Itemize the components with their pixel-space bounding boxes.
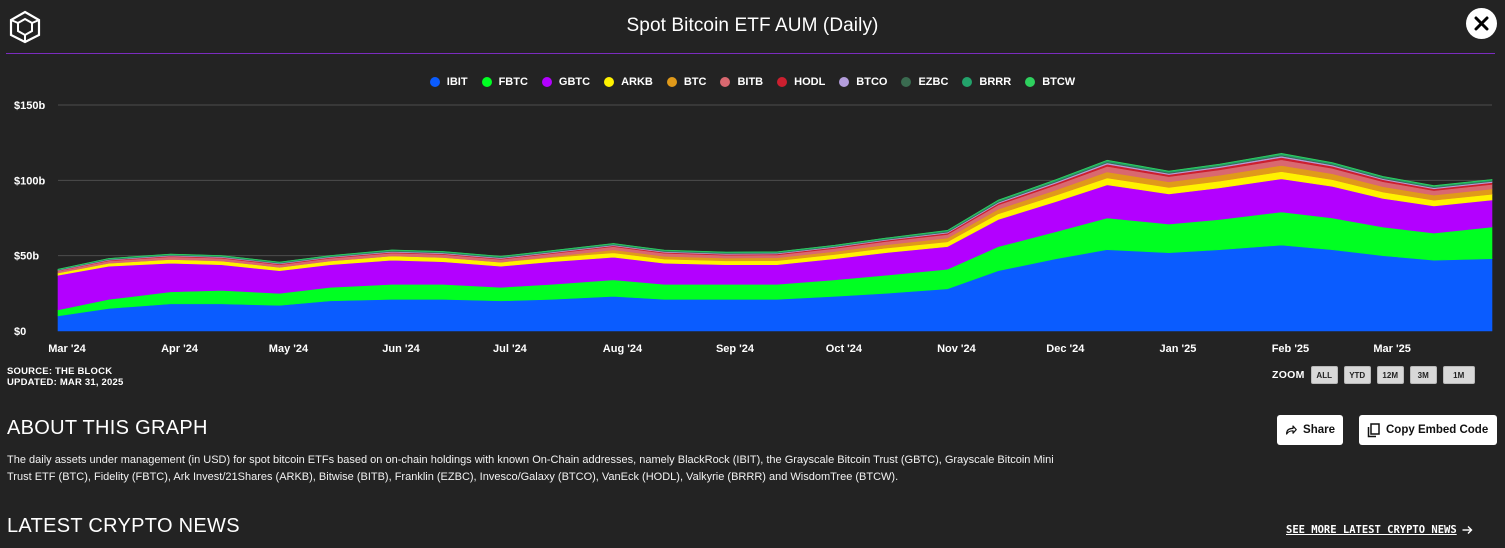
zoom-3m-button[interactable]: 3M	[1409, 366, 1437, 384]
legend-label: BTC	[683, 76, 707, 88]
legend-item-bitb[interactable]: BITB	[720, 76, 763, 88]
x-tick-label: May '24	[269, 343, 309, 355]
legend-swatch	[604, 77, 615, 87]
legend-item-btcw[interactable]: BTCW	[1025, 76, 1075, 88]
x-tick-label: Jan '25	[1159, 343, 1196, 355]
legend-swatch	[962, 77, 973, 87]
legend-swatch	[1025, 77, 1036, 87]
zoom-ytd-button[interactable]: YTD	[1343, 366, 1371, 384]
zoom-controls: ZOOM ALL YTD 12M 3M 1M	[1272, 366, 1475, 384]
legend-label: BITB	[737, 76, 764, 88]
share-icon	[1286, 425, 1297, 435]
area-btcw	[57, 153, 1493, 270]
zoom-12m-button[interactable]: 12M	[1376, 366, 1404, 384]
x-tick-label: Dec '24	[1046, 343, 1085, 355]
y-tick-label: $0	[14, 326, 26, 338]
chart-legend: IBIT FBTC GBTC ARKB BTC BITB HODL BTCO EZBC BRRR B…	[0, 74, 1505, 90]
y-tick-label: $150b	[14, 100, 45, 112]
legend-swatch	[777, 77, 788, 87]
legend-item-fbtc[interactable]: FBTC	[481, 76, 528, 88]
legend-label: BTCW	[1042, 76, 1076, 88]
legend-label: IBIT	[446, 76, 468, 88]
legend-item-btco[interactable]: BTCO	[839, 76, 887, 88]
source-label: SOURCE: THE BLOCK	[7, 366, 113, 377]
legend-label: BTCO	[856, 76, 888, 88]
legend-label: BRRR	[979, 76, 1012, 88]
legend-item-ezbc[interactable]: EZBC	[901, 76, 948, 88]
the-block-logo-icon	[9, 10, 41, 44]
legend-item-ibit[interactable]: IBIT	[429, 76, 468, 88]
copy-embed-code-button[interactable]: Copy Embed Code	[1359, 415, 1497, 445]
share-button[interactable]: Share	[1277, 415, 1343, 445]
x-tick-label: Apr '24	[161, 343, 199, 355]
close-button[interactable]	[1466, 8, 1497, 39]
chart-header: Spot Bitcoin ETF AUM (Daily)	[0, 0, 1505, 54]
x-tick-label: Sep '24	[716, 343, 755, 355]
x-tick-label: Mar '25	[1373, 343, 1410, 355]
x-tick-label: Aug '24	[603, 343, 643, 355]
legend-swatch	[720, 77, 731, 87]
updated-label: UPDATED: MAR 31, 2025	[7, 377, 124, 388]
about-graph-heading: ABOUT THIS GRAPH	[7, 417, 208, 439]
legend-item-brrr[interactable]: BRRR	[962, 76, 1011, 88]
y-tick-label: $50b	[14, 251, 39, 263]
legend-swatch	[429, 77, 440, 87]
legend-item-gbtc[interactable]: GBTC	[541, 76, 591, 88]
copy-icon	[1367, 422, 1380, 437]
legend-label: HODL	[794, 76, 826, 88]
legend-item-hodl[interactable]: HODL	[777, 76, 825, 88]
legend-item-btc[interactable]: BTC	[666, 76, 707, 88]
x-tick-label: Jul '24	[493, 343, 528, 355]
legend-label: GBTC	[558, 76, 591, 88]
latest-news-heading: LATEST CRYPTO NEWS	[7, 515, 240, 537]
about-graph-description: The daily assets under management (in US…	[7, 454, 1054, 483]
y-tick-label: $100b	[14, 175, 45, 187]
x-tick-label: Feb '25	[1272, 343, 1309, 355]
legend-swatch	[541, 77, 552, 87]
zoom-label: ZOOM	[1272, 369, 1305, 381]
aum-stacked-area-chart: $0 $50b $100b $150b Mar '24 Apr '24 May '24 Jun…	[14, 100, 1493, 355]
chart-title: Spot Bitcoin ETF AUM (Daily)	[626, 15, 879, 36]
close-icon[interactable]	[1474, 16, 1489, 31]
source-info: SOURCE: THE BLOCK UPDATED: MAR 31, 2025	[7, 366, 123, 388]
x-tick-label: Jun '24	[382, 343, 420, 355]
zoom-all-button[interactable]: ALL	[1310, 366, 1338, 384]
legend-label: EZBC	[918, 76, 949, 88]
legend-label: ARKB	[621, 76, 653, 88]
legend-swatch	[666, 77, 677, 87]
x-tick-label: Nov '24	[937, 343, 977, 355]
legend-swatch	[481, 77, 492, 87]
share-label: Share	[1303, 424, 1335, 436]
header-divider	[6, 53, 1495, 54]
x-tick-label: Mar '24	[48, 343, 86, 355]
legend-swatch	[901, 77, 912, 87]
arrow-right-icon	[1462, 526, 1473, 534]
copy-embed-label: Copy Embed Code	[1386, 424, 1489, 436]
legend-label: FBTC	[498, 76, 528, 88]
legend-swatch	[839, 77, 850, 87]
x-tick-label: Oct '24	[826, 343, 863, 355]
legend-item-arkb[interactable]: ARKB	[604, 76, 653, 88]
see-more-label[interactable]: SEE MORE LATEST CRYPTO NEWS	[1286, 524, 1457, 536]
zoom-1m-button[interactable]: 1M	[1442, 366, 1475, 384]
see-more-news-link[interactable]: SEE MORE LATEST CRYPTO NEWS	[1286, 524, 1473, 536]
